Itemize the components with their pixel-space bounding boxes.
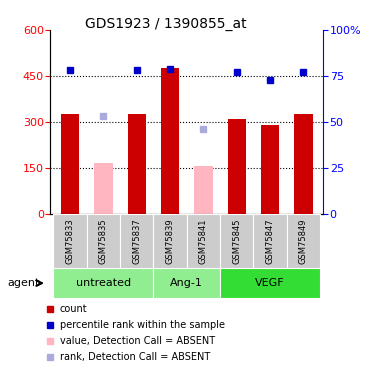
Bar — [120, 214, 153, 268]
Text: untreated: untreated — [76, 278, 131, 288]
Bar — [153, 268, 220, 298]
Bar — [54, 214, 87, 268]
Bar — [287, 214, 320, 268]
Bar — [153, 214, 187, 268]
Bar — [61, 114, 79, 214]
Bar — [261, 125, 279, 214]
Text: VEGF: VEGF — [255, 278, 285, 288]
Bar — [87, 214, 120, 268]
Text: percentile rank within the sample: percentile rank within the sample — [60, 320, 225, 330]
Bar — [220, 214, 253, 268]
Bar — [54, 268, 153, 298]
Bar — [228, 119, 246, 214]
Text: GSM75837: GSM75837 — [132, 218, 141, 264]
Text: value, Detection Call = ABSENT: value, Detection Call = ABSENT — [60, 336, 215, 346]
Bar — [220, 268, 320, 298]
Text: GSM75833: GSM75833 — [65, 218, 75, 264]
Bar — [127, 114, 146, 214]
Text: GSM75849: GSM75849 — [299, 218, 308, 264]
Text: agent: agent — [7, 278, 39, 288]
Bar — [194, 166, 213, 214]
Text: count: count — [60, 304, 87, 314]
Bar — [253, 214, 287, 268]
Text: GSM75845: GSM75845 — [232, 218, 241, 264]
Bar — [94, 163, 112, 214]
Text: GSM75839: GSM75839 — [166, 218, 174, 264]
Text: GDS1923 / 1390855_at: GDS1923 / 1390855_at — [85, 17, 246, 31]
Text: rank, Detection Call = ABSENT: rank, Detection Call = ABSENT — [60, 352, 210, 362]
Bar — [161, 68, 179, 214]
Text: GSM75847: GSM75847 — [266, 218, 275, 264]
Text: Ang-1: Ang-1 — [170, 278, 203, 288]
Text: GSM75841: GSM75841 — [199, 218, 208, 264]
Bar — [187, 214, 220, 268]
Text: GSM75835: GSM75835 — [99, 218, 108, 264]
Bar — [294, 114, 313, 214]
